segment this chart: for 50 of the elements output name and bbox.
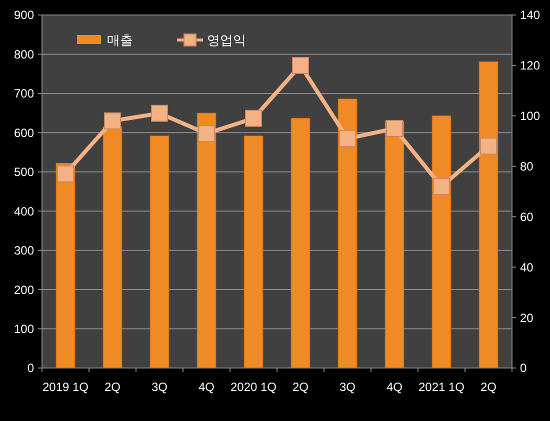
y2-tick-label: 140 bbox=[520, 8, 540, 22]
bar bbox=[196, 112, 216, 368]
y2-tick-label: 80 bbox=[520, 159, 534, 174]
x-tick-label: 2Q bbox=[292, 380, 309, 394]
x-tick-label: 2Q bbox=[104, 380, 121, 394]
y2-tick-label: 0 bbox=[520, 361, 527, 376]
point bbox=[57, 165, 74, 182]
x-tick-label: 3Q bbox=[339, 380, 356, 394]
point bbox=[245, 110, 262, 127]
y-tick-label: 400 bbox=[14, 204, 34, 218]
y-tick-label: 500 bbox=[14, 165, 34, 180]
bar bbox=[244, 136, 264, 368]
bar bbox=[338, 98, 358, 368]
bar bbox=[150, 136, 170, 368]
point bbox=[198, 125, 215, 142]
x-tick-label: 4Q bbox=[198, 380, 215, 394]
point bbox=[339, 130, 356, 148]
y-tick-label: 0 bbox=[27, 361, 34, 376]
y-tick-label: 800 bbox=[14, 47, 34, 62]
bar bbox=[432, 116, 452, 368]
point bbox=[480, 138, 497, 155]
y2-tick-label: 20 bbox=[520, 310, 534, 325]
y-tick-label: 300 bbox=[14, 244, 34, 258]
x-tick-label: 2021 1Q bbox=[418, 380, 465, 394]
y-tick-label: 700 bbox=[14, 86, 34, 101]
y-tick-label: 600 bbox=[14, 126, 34, 140]
bar bbox=[384, 120, 404, 368]
point bbox=[292, 56, 309, 74]
y2-tick-label: 100 bbox=[520, 109, 540, 124]
bar bbox=[102, 126, 122, 368]
x-tick-label: 2020 1Q bbox=[230, 380, 277, 394]
y2-tick-label: 60 bbox=[520, 210, 534, 224]
point bbox=[433, 178, 450, 195]
bar bbox=[56, 163, 76, 368]
point bbox=[104, 112, 121, 130]
point bbox=[151, 104, 168, 122]
x-tick-label: 3Q bbox=[151, 380, 168, 394]
x-tick-label: 4Q bbox=[386, 380, 403, 394]
bar bbox=[478, 61, 498, 368]
bar bbox=[290, 118, 310, 368]
y-tick-label: 200 bbox=[14, 282, 34, 297]
point bbox=[386, 120, 403, 137]
y2-tick-label: 40 bbox=[520, 260, 534, 274]
legend-label: 영업익 bbox=[207, 32, 246, 48]
x-tick-label: 2019 1Q bbox=[42, 380, 89, 394]
y2-tick-label: 120 bbox=[520, 58, 540, 73]
y-tick-label: 900 bbox=[14, 8, 34, 22]
y-tick-label: 100 bbox=[14, 322, 34, 336]
legend-label: 매출 bbox=[107, 32, 133, 48]
x-tick-label: 2Q bbox=[480, 380, 497, 394]
